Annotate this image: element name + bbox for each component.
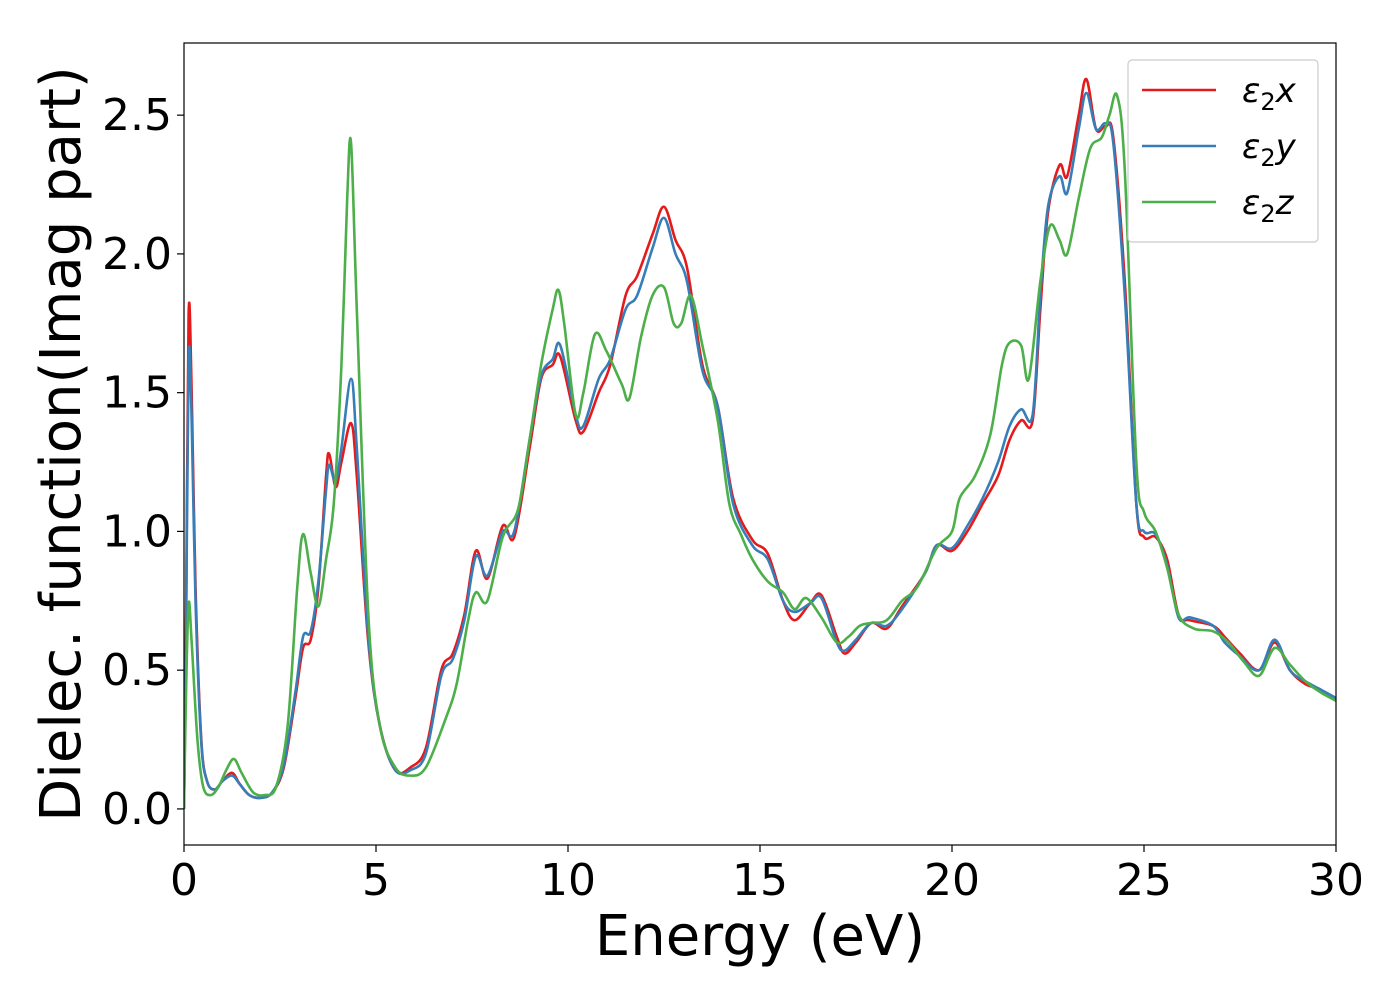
y-tick-label: 2.5 xyxy=(102,90,172,141)
legend-label-2: ε2y xyxy=(1242,127,1297,172)
x-tick-label: 5 xyxy=(362,855,390,906)
legend-box xyxy=(1127,59,1319,243)
series-line-2 xyxy=(184,91,1336,809)
series-line-3 xyxy=(184,92,1336,809)
y-tick-label: 0.0 xyxy=(102,784,172,835)
y-axis-title: Dielec. function(Imag part) xyxy=(29,66,94,822)
series-layer xyxy=(184,77,1336,809)
x-tick-label: 15 xyxy=(732,855,788,906)
y-tick-label: 1.5 xyxy=(102,368,172,419)
legend: ε2x ε2y ε2z xyxy=(1127,59,1319,243)
x-axis-title: Energy (eV) xyxy=(595,904,925,969)
legend-label-1: ε2x xyxy=(1242,71,1297,116)
x-tick-label: 10 xyxy=(540,855,596,906)
x-tick-label: 20 xyxy=(924,855,980,906)
x-tick-label: 25 xyxy=(1116,855,1172,906)
x-tick-label: 0 xyxy=(170,855,198,906)
y-tick-label: 2.0 xyxy=(102,229,172,280)
y-tick-label: 1.0 xyxy=(102,506,172,557)
ticks-layer: 0 5 10 15 20 25 30 0.0 0.5 1.0 1.5 2.0 2.5 xyxy=(102,90,1364,906)
x-tick-label: 30 xyxy=(1308,855,1364,906)
y-tick-label: 0.5 xyxy=(102,645,172,696)
legend-label-3: ε2z xyxy=(1242,183,1295,228)
